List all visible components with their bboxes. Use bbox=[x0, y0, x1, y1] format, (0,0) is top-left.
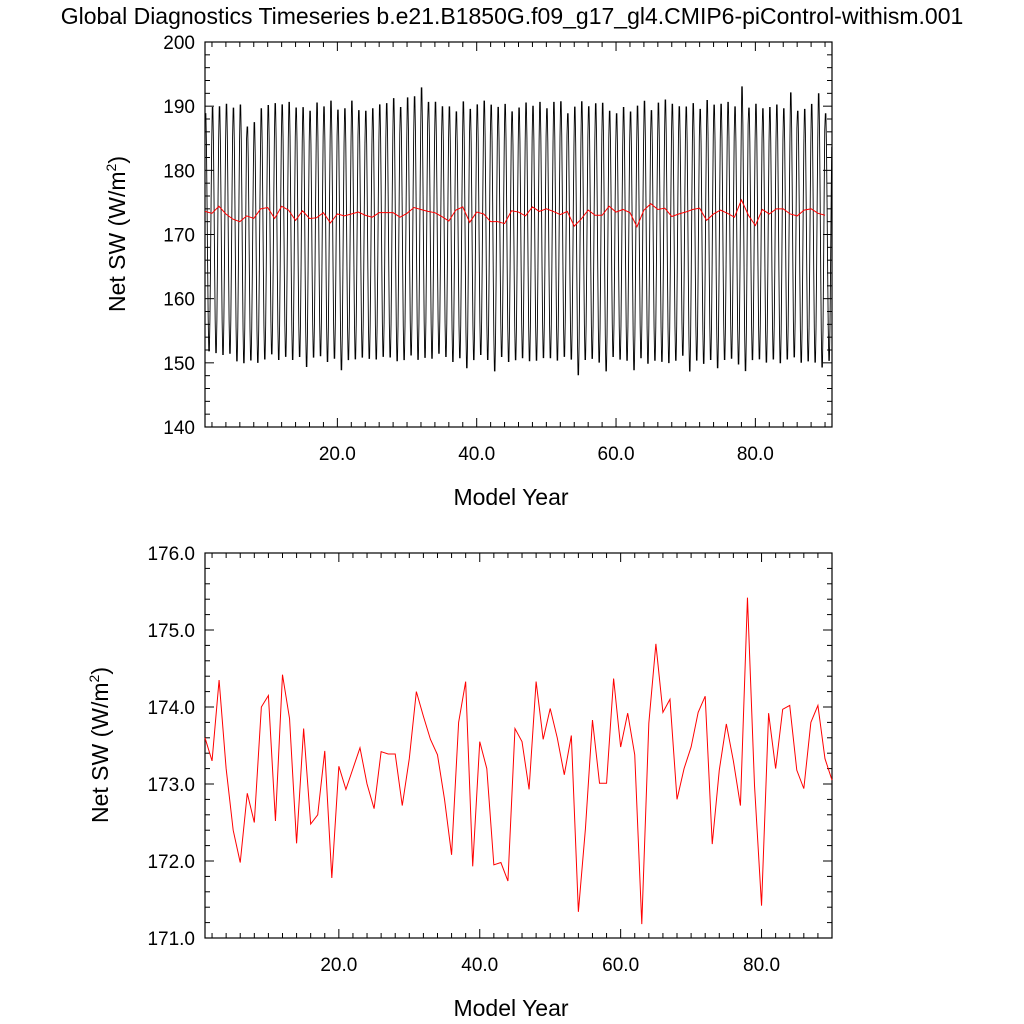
y-tick-label: 150 bbox=[163, 354, 195, 375]
x-axis-label-bottom: Model Year bbox=[453, 995, 568, 1021]
x-ticks-top: 20.0 40.0 60.0 80.0 bbox=[211, 42, 826, 465]
x-ticks-bottom: 20.0 40.0 60.0 80.0 bbox=[211, 553, 833, 976]
y-axis-label-top: Net SW (W/m2) bbox=[103, 156, 130, 312]
x-tick-label: 40.0 bbox=[461, 955, 498, 976]
y-tick-label: 170 bbox=[163, 226, 195, 247]
series-line-monthly bbox=[205, 86, 833, 376]
x-tick-label: 80.0 bbox=[737, 444, 774, 465]
y-ticks-bottom: 171.0 172.0 173.0 174.0 175.0 176.0 bbox=[147, 544, 832, 950]
y-tick-label: 140 bbox=[163, 418, 195, 439]
plot-frame-top bbox=[204, 41, 833, 428]
x-tick-label: 40.0 bbox=[458, 444, 495, 465]
figure-title: Global Diagnostics Timeseries b.e21.B185… bbox=[61, 3, 964, 29]
plot-frame-bottom bbox=[204, 552, 833, 939]
y-ticks-top: 140 150 160 170 180 190 200 bbox=[163, 33, 832, 439]
y-tick-label: 160 bbox=[163, 290, 195, 311]
y-axis-label-bottom: Net SW (W/m2) bbox=[86, 667, 113, 823]
y-tick-label: 175.0 bbox=[147, 621, 195, 642]
y-tick-label: 190 bbox=[163, 97, 195, 118]
y-tick-label: 180 bbox=[163, 161, 195, 182]
x-tick-label: 60.0 bbox=[602, 955, 639, 976]
x-tick-label: 80.0 bbox=[743, 955, 780, 976]
y-tick-label: 171.0 bbox=[147, 929, 195, 950]
y-tick-label: 174.0 bbox=[147, 698, 195, 719]
series-top bbox=[204, 86, 833, 376]
panel-top: 140 150 160 170 180 190 200 20.0 40.0 60.0 80.0 M… bbox=[103, 33, 833, 510]
x-tick-label: 20.0 bbox=[319, 444, 356, 465]
x-axis-label-top: Model Year bbox=[453, 484, 568, 510]
y-tick-label: 173.0 bbox=[147, 775, 195, 796]
x-tick-label: 60.0 bbox=[598, 444, 635, 465]
y-tick-label: 172.0 bbox=[147, 852, 195, 873]
y-tick-label: 176.0 bbox=[147, 544, 195, 565]
x-tick-label: 20.0 bbox=[320, 955, 357, 976]
series-bottom bbox=[204, 597, 833, 925]
y-tick-label: 200 bbox=[163, 33, 195, 54]
series-line-annual-mean bbox=[204, 597, 833, 925]
panel-bottom: 171.0 172.0 173.0 174.0 175.0 176.0 20.0 40.0 6… bbox=[86, 544, 833, 1021]
series-line-annual-mean bbox=[204, 198, 826, 229]
